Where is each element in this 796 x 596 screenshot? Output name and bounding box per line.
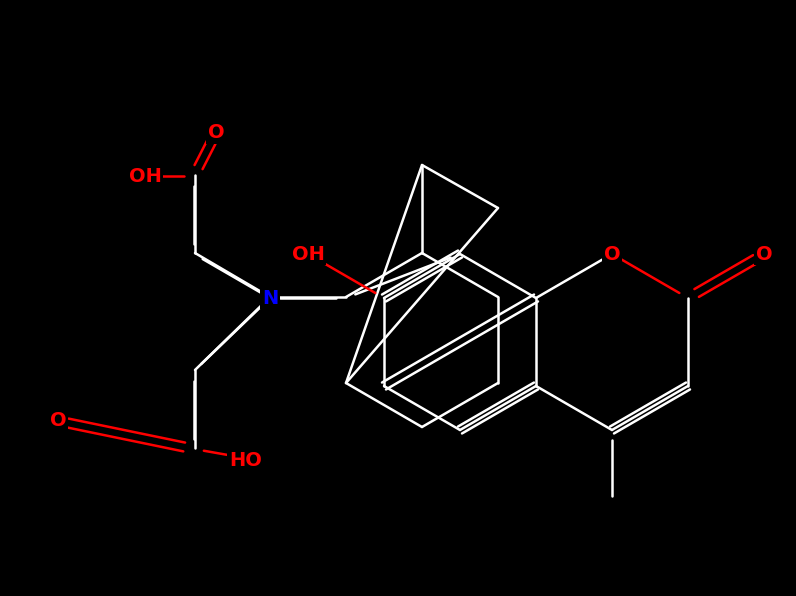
- Text: OH: OH: [291, 244, 325, 263]
- Text: O: O: [755, 244, 772, 263]
- Text: O: O: [603, 244, 620, 263]
- Text: N: N: [262, 288, 278, 308]
- Text: HO: HO: [229, 452, 262, 470]
- Text: OH: OH: [129, 166, 162, 185]
- Text: O: O: [208, 123, 224, 142]
- Text: O: O: [49, 411, 66, 430]
